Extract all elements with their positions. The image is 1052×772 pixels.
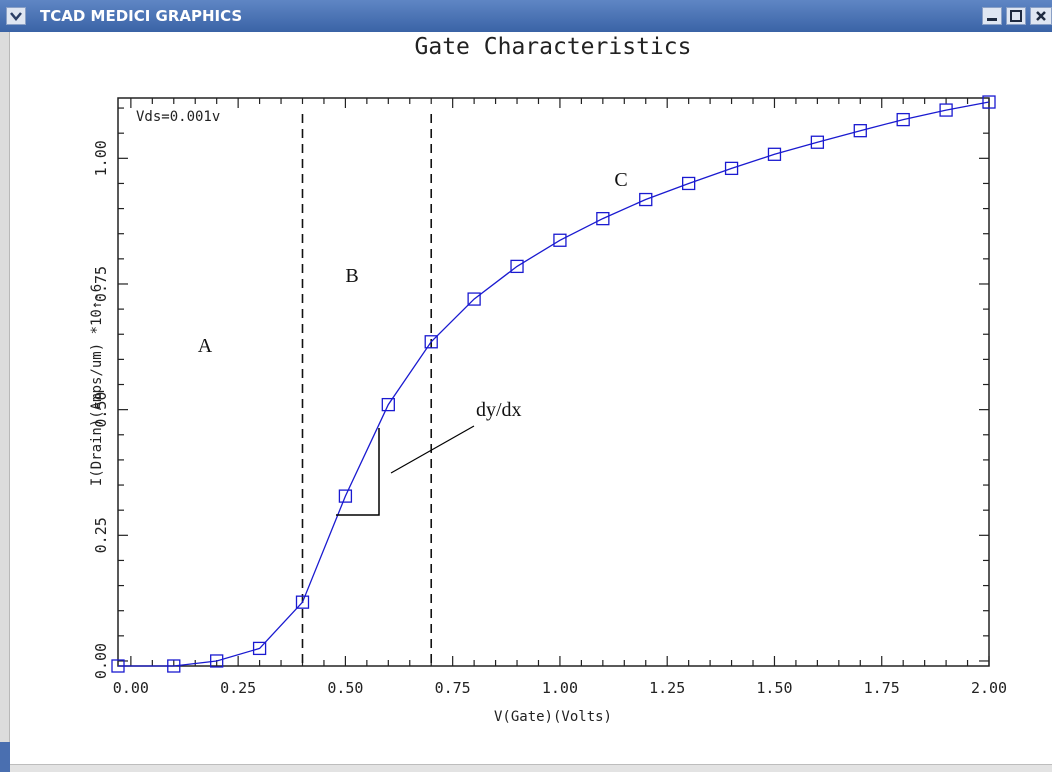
region-divider-lines	[301, 114, 433, 666]
chart-title: Gate Characteristics	[415, 34, 692, 60]
data-point-marker	[896, 112, 910, 127]
data-point-marker	[167, 659, 181, 673]
data-point-marker	[810, 135, 825, 149]
data-point-marker	[767, 147, 782, 161]
close-icon[interactable]	[1030, 7, 1052, 25]
slope-pointer-line	[390, 425, 475, 474]
x-tick-label: 1.75	[864, 679, 900, 697]
x-axis-label: V(Gate)(Volts)	[494, 709, 612, 725]
data-point-marker	[467, 292, 481, 306]
data-point-marker	[252, 641, 267, 656]
x-tick-label: 0.25	[220, 679, 256, 697]
axis-ticks	[118, 98, 990, 666]
window-left-accent	[0, 742, 10, 772]
region-b-label: B	[345, 265, 358, 287]
data-point-marker	[982, 95, 996, 109]
data-point-marker	[424, 335, 438, 349]
minimize-icon[interactable]	[982, 7, 1002, 25]
maximize-icon[interactable]	[1006, 7, 1026, 25]
x-tick-label: 0.75	[435, 679, 471, 697]
y-tick-label: 0.00	[92, 643, 110, 679]
data-point-marker	[596, 211, 610, 226]
plot-frame	[117, 97, 990, 667]
region-a-label: A	[198, 335, 213, 357]
data-point-marker	[295, 595, 310, 609]
x-tick-label: 1.00	[542, 679, 578, 697]
slope-label: dy/dx	[476, 399, 522, 421]
drain-current-line	[118, 101, 990, 667]
data-point-marker	[939, 103, 953, 117]
y-tick-label: 0.25	[92, 517, 110, 553]
chevron-down-icon[interactable]	[6, 7, 26, 25]
data-point-marker	[639, 192, 653, 207]
data-point-marker	[724, 161, 739, 176]
window-left-border	[0, 32, 10, 772]
data-point-marker	[111, 659, 125, 673]
x-tick-label: 1.25	[649, 679, 685, 697]
x-tick-label: 0.00	[113, 679, 149, 697]
condition-label: Vds=0.001v	[136, 109, 220, 125]
x-tick-labels: 0.00 0.25 0.50 0.75 1.00 1.25 1.50 1.75 2.00	[113, 679, 1007, 697]
data-point-markers	[111, 95, 996, 673]
y-tick-label: 1.00	[92, 140, 110, 176]
x-tick-label: 2.00	[971, 679, 1007, 697]
window-title: TCAD MEDICI GRAPHICS	[40, 7, 243, 25]
y-axis-label: I(Drain)(Amps/um) *10↑-6	[89, 284, 105, 486]
data-point-marker	[210, 654, 224, 668]
slope-triangle	[336, 428, 380, 516]
window-titlebar: TCAD MEDICI GRAPHICS	[0, 0, 1052, 32]
region-c-label: C	[614, 169, 627, 191]
window-bottom-border	[10, 764, 1052, 772]
y-tick-label: 0.75	[92, 266, 110, 302]
y-tick-labels: 0.00 0.25 0.50 0.75 1.00	[92, 140, 110, 679]
data-point-marker	[510, 259, 524, 274]
data-point-marker	[553, 233, 567, 247]
data-point-marker	[381, 397, 395, 412]
x-tick-label: 1.50	[756, 679, 792, 697]
data-point-marker	[682, 176, 696, 191]
x-tick-label: 0.50	[327, 679, 363, 697]
y-tick-label: 0.50	[92, 392, 110, 428]
data-point-marker	[338, 489, 353, 503]
data-point-marker	[853, 124, 867, 138]
